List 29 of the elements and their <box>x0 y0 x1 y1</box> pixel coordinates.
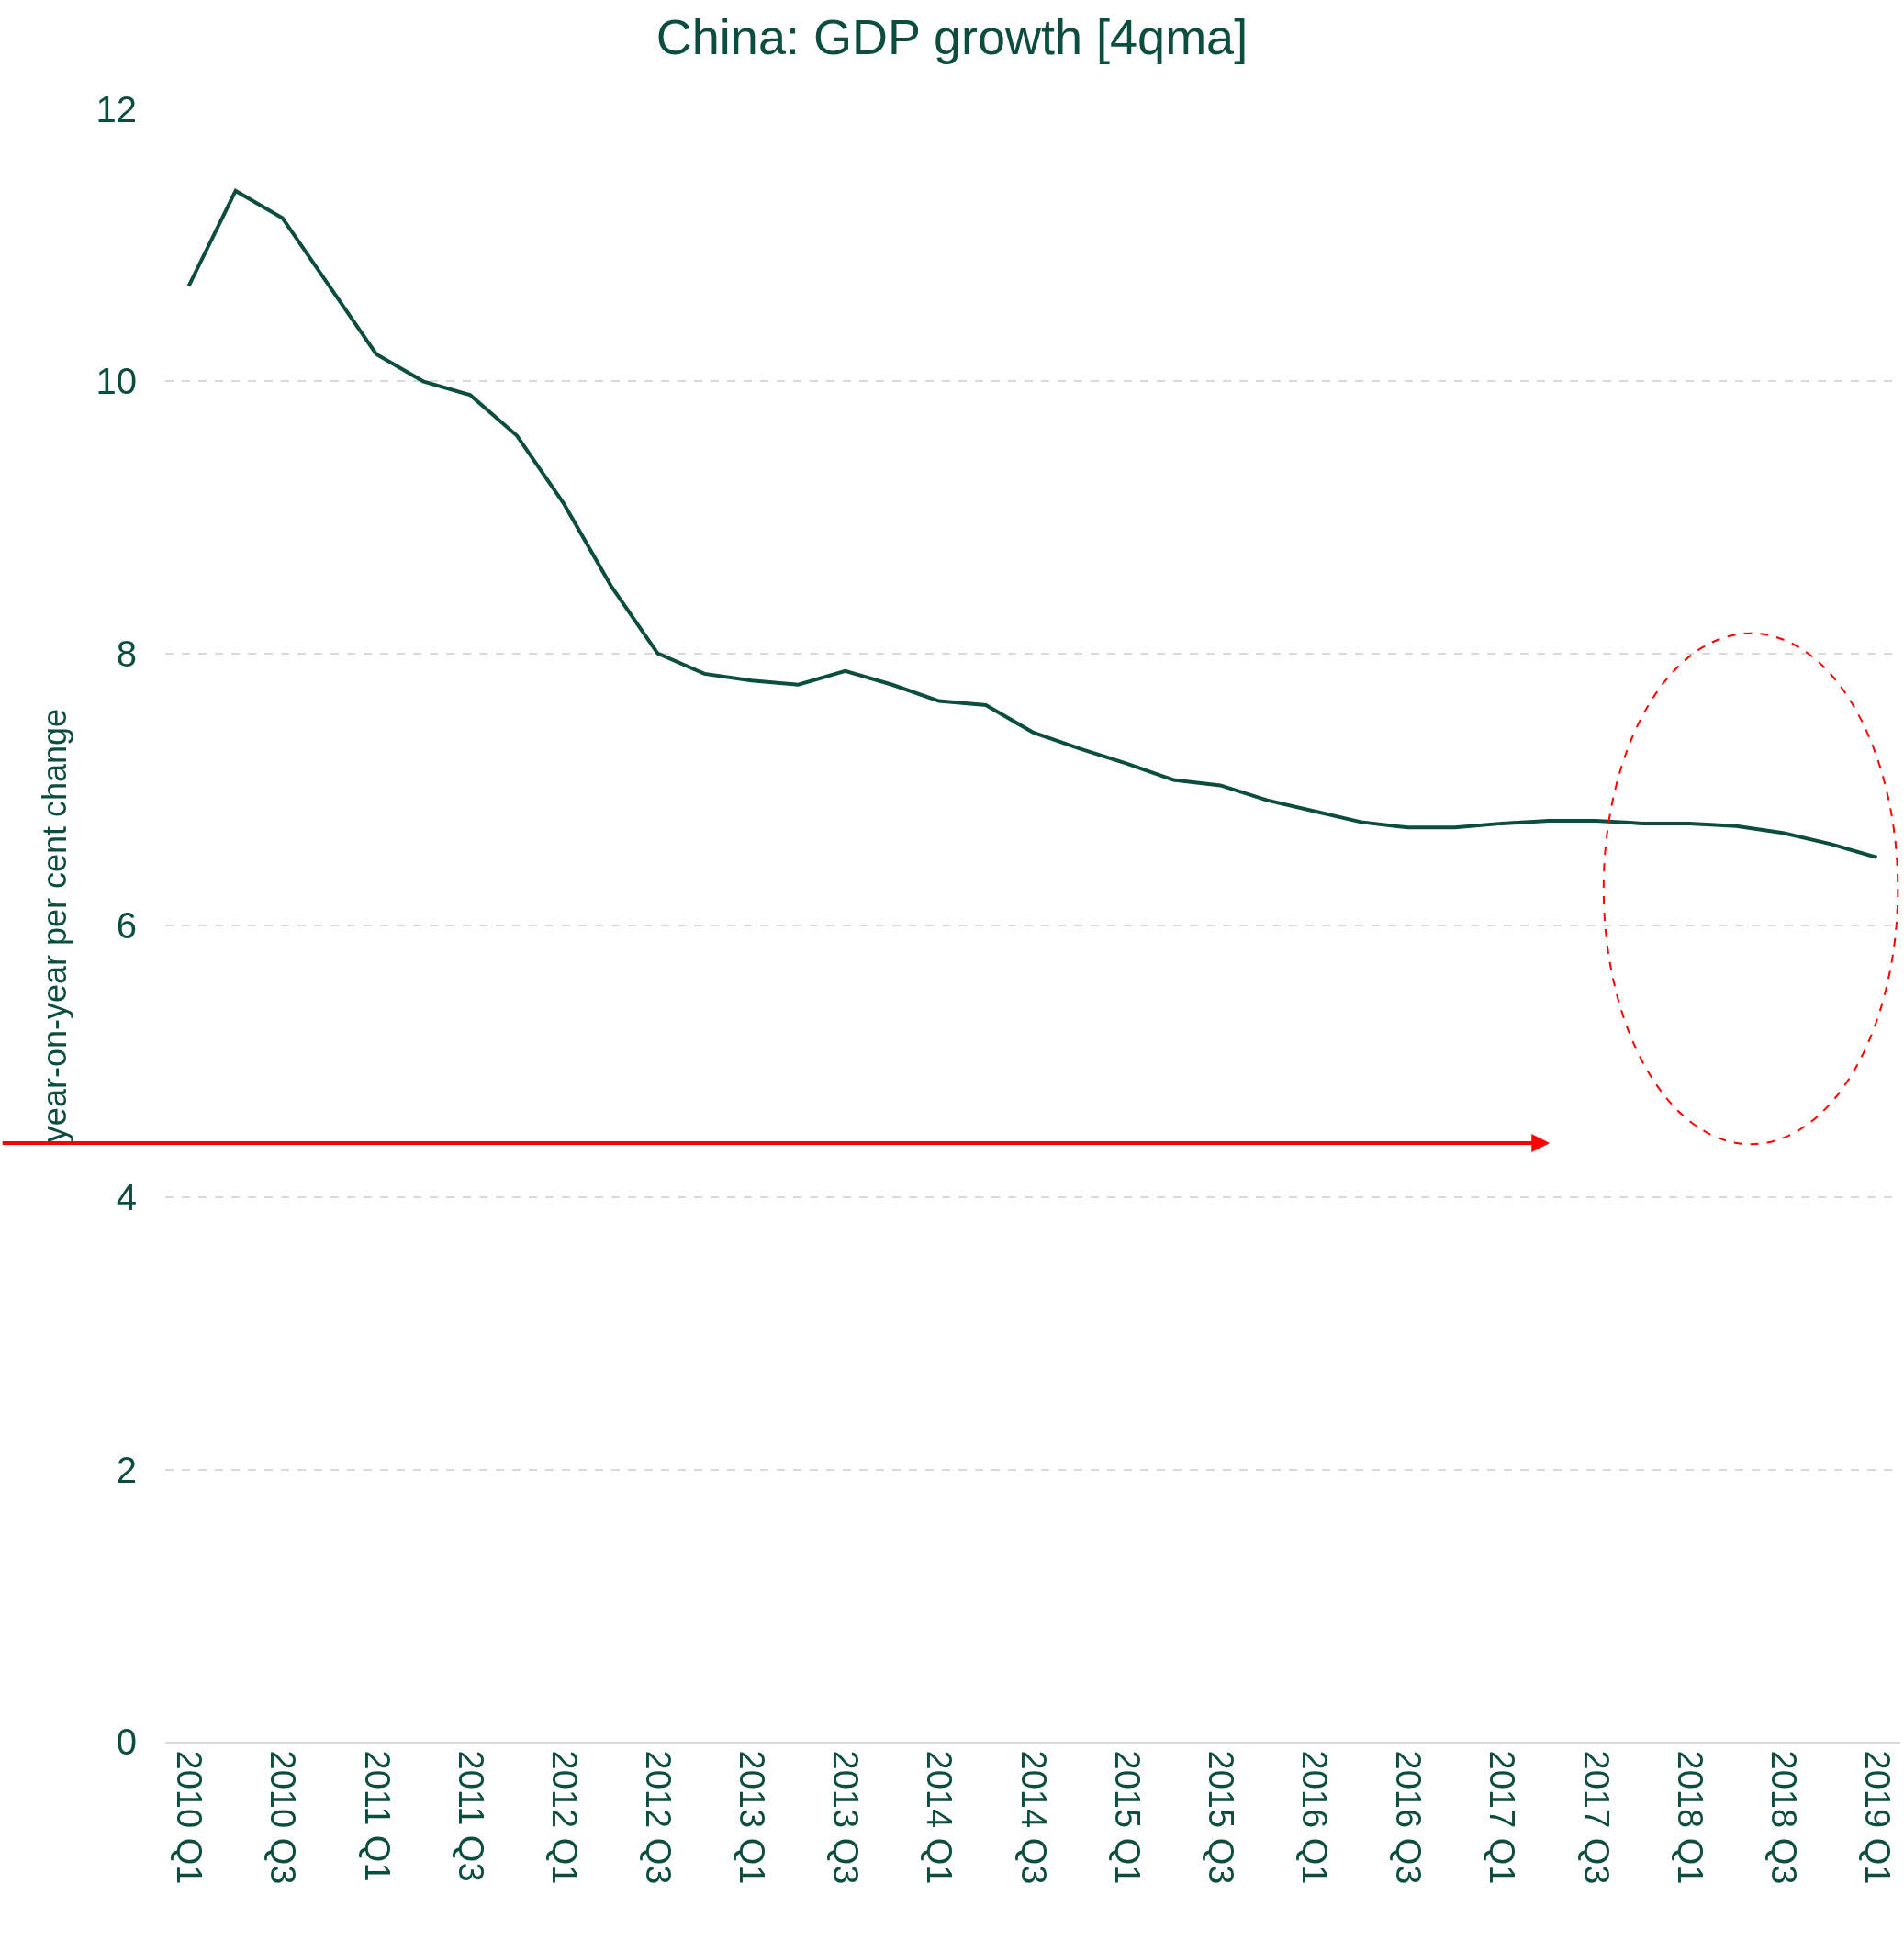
x-tick-label: 2013 Q1 <box>733 1750 772 1885</box>
x-tick-label: 2014 Q3 <box>1014 1750 1053 1885</box>
x-tick-label: 2015 Q3 <box>1201 1750 1240 1885</box>
x-tick-label: 2018 Q1 <box>1670 1750 1709 1885</box>
y-tick-label: 0 <box>116 1721 137 1762</box>
x-tick-label: 2010 Q3 <box>263 1750 303 1885</box>
x-tick-label: 2016 Q1 <box>1295 1750 1335 1885</box>
y-tick-label: 4 <box>116 1177 137 1218</box>
x-tick-label: 2017 Q3 <box>1576 1750 1616 1885</box>
x-tick-label: 2015 Q1 <box>1107 1750 1147 1885</box>
line-series <box>186 188 1879 859</box>
x-tick-label: 2018 Q3 <box>1764 1750 1803 1885</box>
x-tick-label: 2016 Q3 <box>1389 1750 1428 1885</box>
x-tick-label: 2013 Q3 <box>826 1750 866 1885</box>
chart-title: China: GDP growth [4qma] <box>655 8 1249 64</box>
y-tick-label: 8 <box>116 633 137 674</box>
y-tick-label: 10 <box>95 361 137 402</box>
x-tick-label: 2012 Q3 <box>639 1750 678 1885</box>
x-tick-label: 2012 Q1 <box>544 1750 584 1885</box>
y-tick-label: 2 <box>116 1449 137 1490</box>
y-tick-label: 12 <box>95 89 137 129</box>
y-axis-title: year-on-year per cent change <box>36 708 74 1143</box>
x-tick-label: 2010 Q1 <box>170 1750 209 1885</box>
x-tick-label: 2014 Q1 <box>920 1750 959 1885</box>
x-tick-label: 2011 Q3 <box>451 1750 490 1882</box>
x-tick-label: 2017 Q1 <box>1483 1750 1522 1885</box>
x-tick-label: 2011 Q1 <box>357 1750 397 1882</box>
y-tick-label: 6 <box>116 905 137 946</box>
x-tick-label: 2019 Q1 <box>1858 1750 1898 1885</box>
